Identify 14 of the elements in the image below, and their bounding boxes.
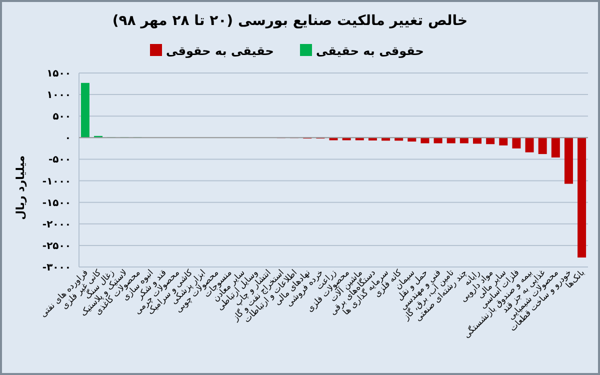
y-tick-label: -۱۰۰۰	[42, 176, 71, 188]
y-tick-label: -۱۵۰۰	[42, 198, 71, 209]
y-tick-label: ۱۰۰۰	[46, 90, 71, 102]
y-tick-label: ۱۵۰۰	[46, 68, 71, 80]
y-tick-label: -۳۰۰۰	[42, 262, 71, 274]
y-tick-label: ۰	[64, 133, 71, 144]
y-tick-label: -۵۰۰	[48, 154, 71, 166]
chart-title: خالص تغییر مالکیت صنایع بورسی (۲۰ تا ۲۸ مهر ۹۸)	[112, 13, 468, 29]
y-axis-title: میلیارد ریال	[14, 155, 27, 220]
legend-label: حقوقی به حقیقی	[316, 44, 424, 58]
y-tick-label: -۲۰۰۰	[42, 219, 71, 230]
legend-label: حقیقی به حقوقی	[166, 44, 274, 58]
y-tick-label: ۵۰۰	[52, 112, 71, 123]
y-tick-label: -۲۵۰۰	[42, 240, 71, 252]
